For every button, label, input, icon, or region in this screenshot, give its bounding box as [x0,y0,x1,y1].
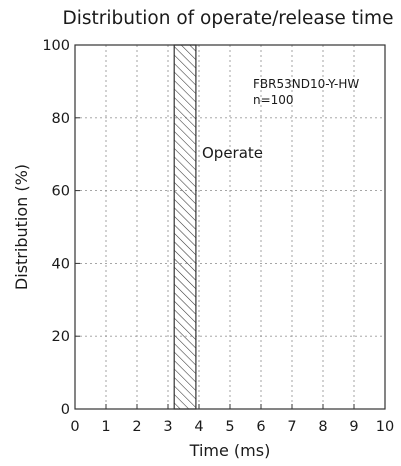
x-tick-label: 5 [225,419,234,435]
x-tick-label: 10 [376,419,394,435]
x-tick-label: 0 [70,419,79,435]
axis-ticks [74,44,386,410]
y-axis-label: Distribution (%) [12,164,31,290]
x-tick-label: 8 [318,419,327,435]
x-tick-label: 3 [163,419,172,435]
chart-title: Distribution of operate/release time [63,8,394,29]
y-axis-tick-labels: 0 20 40 60 80 100 [42,38,70,418]
bar-layer [173,44,197,410]
x-tick-label: 9 [349,419,358,435]
x-tick-label: 4 [194,419,203,435]
y-tick-label: 100 [42,38,70,54]
x-tick-label: 2 [132,419,141,435]
model-annotation: FBR53ND10-Y-HW [253,77,359,91]
grid-lines [75,45,385,409]
x-tick-label: 1 [101,419,110,435]
y-tick-label: 20 [52,329,70,345]
x-axis-label: Time (ms) [189,441,271,460]
x-tick-label: 7 [287,419,296,435]
x-tick-label: 6 [256,419,265,435]
y-tick-label: 40 [52,256,70,272]
x-axis-tick-labels: 0 1 2 3 4 5 6 7 8 9 10 [70,419,394,435]
sample-size-annotation: n=100 [253,93,294,107]
y-tick-label: 0 [61,402,70,418]
y-tick-label: 60 [52,184,70,200]
operate-series-label: Operate [202,144,263,162]
y-tick-label: 80 [52,111,70,127]
operate-bar [173,44,197,410]
